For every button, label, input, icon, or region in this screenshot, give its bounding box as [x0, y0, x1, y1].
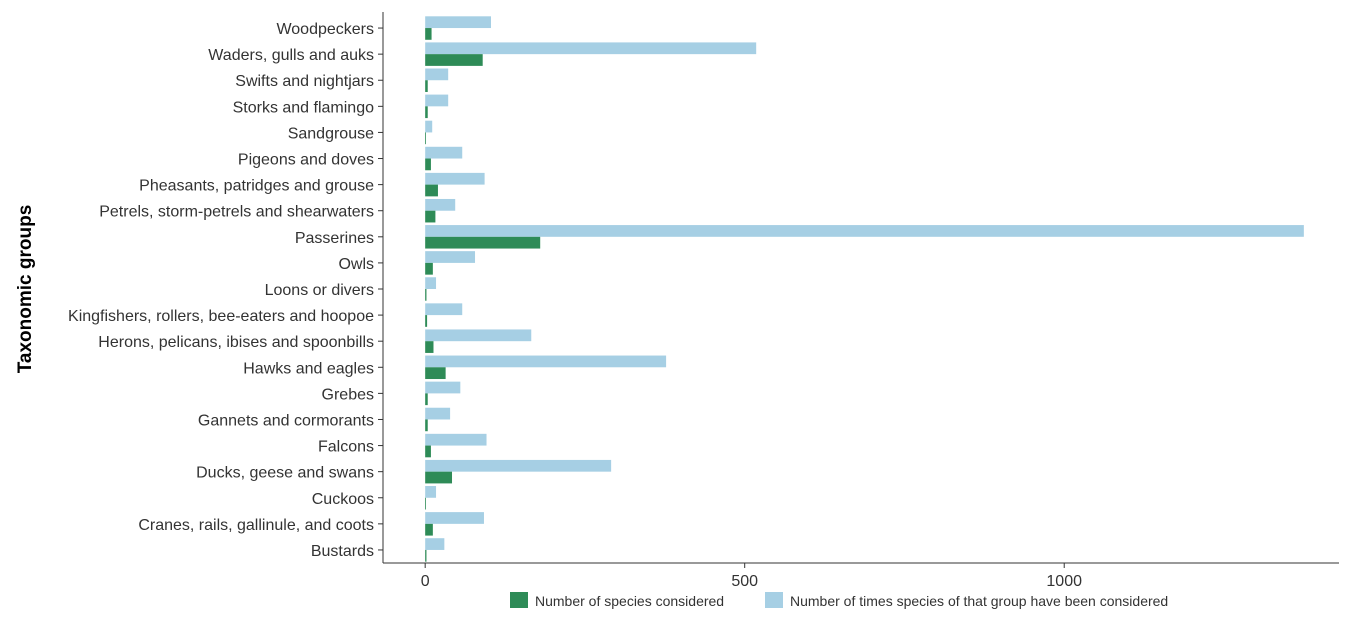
bar-species-owls	[425, 262, 433, 275]
y-tick-label: Grebes	[322, 386, 374, 403]
y-tick-label: Woodpeckers	[276, 21, 374, 38]
bar-species-grebes	[425, 393, 428, 406]
bar-species-woodpeckers	[425, 28, 432, 40]
y-tick-label: Owls	[338, 256, 374, 273]
bar-times-hawks-and-eagles	[425, 355, 667, 368]
bar-times-loons-or-divers	[425, 277, 437, 289]
bar-species-cuckoos	[425, 497, 426, 510]
legend: Number of species considered Number of ti…	[510, 592, 1168, 609]
y-tick-label: Cranes, rails, gallinule, and coots	[138, 517, 374, 534]
y-tick-label: Falcons	[318, 439, 374, 456]
bar-times-ducks-geese-and-swans	[425, 459, 612, 472]
bar-times-waders-gulls-and-auks	[425, 42, 757, 55]
x-tick-label: 500	[731, 573, 758, 590]
x-tick-label: 0	[421, 573, 430, 590]
bar-species-kingfishers-rollers-bee-eaters-and-hoopoe	[425, 315, 428, 327]
bar-times-woodpeckers	[425, 16, 491, 29]
y-tick-label: Swifts and nightjars	[235, 73, 374, 90]
bar-species-ducks-geese-and-swans	[425, 471, 453, 484]
y-tick-label: Hawks and eagles	[243, 360, 374, 377]
bar-species-petrels-storm-petrels-and-shearwaters	[425, 210, 436, 223]
bar-species-storks-and-flamingo	[425, 106, 428, 119]
bar-times-swifts-and-nightjars	[425, 68, 449, 81]
bar-species-passerines	[425, 236, 541, 249]
bar-times-falcons	[425, 433, 487, 446]
bar-times-gannets-and-cormorants	[425, 407, 451, 420]
bar-species-pigeons-and-doves	[425, 158, 431, 171]
bar-times-pigeons-and-doves	[425, 146, 463, 159]
y-tick-label: Waders, gulls and auks	[208, 47, 374, 64]
y-tick-label: Passerines	[295, 230, 374, 247]
bar-species-bustards	[425, 549, 427, 562]
y-tick-label: Pigeons and doves	[238, 152, 374, 169]
bar-times-storks-and-flamingo	[425, 94, 449, 107]
y-tick-label: Petrels, storm-petrels and shearwaters	[99, 204, 374, 221]
bar-times-petrels-storm-petrels-and-shearwaters	[425, 198, 456, 211]
bar-times-cranes-rails-gallinule-and-coots	[425, 512, 484, 524]
y-tick-label: Ducks, geese and swans	[196, 465, 374, 482]
bar-species-cranes-rails-gallinule-and-coots	[425, 523, 433, 536]
legend-key-species	[510, 592, 528, 608]
bar-species-loons-or-divers	[425, 289, 427, 301]
legend-key-times	[765, 592, 783, 608]
bar-species-gannets-and-cormorants	[425, 419, 428, 432]
y-tick-label: Bustards	[311, 543, 374, 560]
y-tick-label: Gannets and cormorants	[198, 412, 374, 429]
bar-species-sandgrouse	[425, 132, 426, 145]
bar-species-hawks-and-eagles	[425, 367, 446, 380]
bar-species-waders-gulls-and-auks	[425, 54, 483, 66]
bar-times-pheasants-patridges-and-grouse	[425, 172, 485, 185]
bar-species-swifts-and-nightjars	[425, 80, 428, 92]
x-tick-label: 1000	[1046, 573, 1082, 590]
legend-label-times: Number of times species of that group ha…	[790, 593, 1168, 609]
bar-times-grebes	[425, 381, 461, 394]
y-tick-label: Storks and flamingo	[233, 99, 375, 116]
legend-label-species: Number of species considered	[535, 593, 724, 609]
y-tick-label: Herons, pelicans, ibises and spoonbills	[98, 334, 374, 351]
bar-times-passerines	[425, 225, 1304, 237]
y-tick-label: Sandgrouse	[288, 125, 374, 142]
bar-times-bustards	[425, 538, 445, 550]
y-tick-label: Loons or divers	[265, 282, 374, 299]
bar-times-herons-pelicans-ibises-and-spoonbills	[425, 329, 532, 342]
y-tick-label: Pheasants, patridges and grouse	[139, 178, 374, 195]
bar-times-cuckoos	[425, 486, 437, 498]
bar-species-pheasants-patridges-and-grouse	[425, 184, 438, 197]
y-tick-label: Cuckoos	[312, 491, 374, 508]
bar-times-kingfishers-rollers-bee-eaters-and-hoopoe	[425, 303, 463, 316]
bar-species-herons-pelicans-ibises-and-spoonbills	[425, 341, 434, 353]
y-axis-title: Taxonomic groups	[15, 205, 36, 374]
y-tick-label: Kingfishers, rollers, bee-eaters and hoo…	[68, 308, 374, 325]
bar-times-sandgrouse	[425, 120, 433, 133]
bars-group	[425, 16, 1304, 562]
bar-times-owls	[425, 251, 476, 263]
bar-species-falcons	[425, 445, 431, 458]
